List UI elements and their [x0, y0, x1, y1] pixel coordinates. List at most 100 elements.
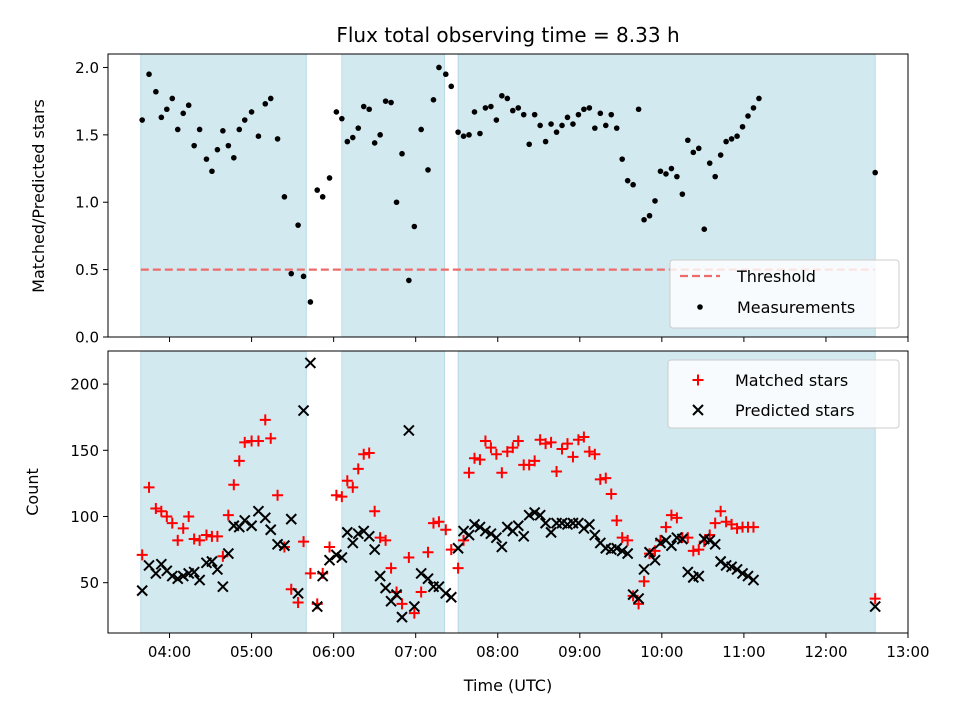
matched-star-point: [265, 432, 277, 444]
matched-star-point: [330, 489, 342, 501]
matched-star-point: [445, 544, 457, 556]
measurement-point: [146, 71, 152, 78]
predicted-star-point: [731, 563, 743, 576]
predicted-star-point: [643, 546, 656, 558]
predicted-star-point: [352, 527, 364, 540]
matched-star-point: [222, 509, 234, 521]
predicted-star-point: [265, 524, 277, 536]
predicted-star-point: [539, 517, 552, 529]
measurement-point: [333, 109, 340, 115]
predicted-star-point: [512, 520, 524, 532]
matched-star-point: [272, 489, 284, 501]
x-tick-label: 12:00: [804, 643, 847, 661]
predicted-star-point: [259, 512, 271, 524]
predicted-star-point: [479, 525, 492, 537]
matched-star-point: [567, 451, 579, 463]
measurement-point: [436, 64, 442, 71]
matched-star-point: [422, 546, 434, 558]
matched-star-point: [605, 488, 617, 500]
matched-star-point: [715, 505, 727, 517]
measurement-point: [515, 105, 522, 111]
matched-star-point: [172, 534, 184, 546]
matched-star-point: [177, 522, 189, 534]
predicted-star-point: [632, 592, 645, 605]
predicted-star-point: [403, 424, 415, 437]
measurement-point: [220, 128, 226, 134]
predicted-star-point: [545, 526, 557, 539]
matched-star-point: [194, 534, 206, 546]
matched-star-point: [633, 598, 645, 610]
predicted-star-point: [518, 530, 530, 543]
matched-star-point: [561, 438, 573, 450]
measurement-point: [685, 137, 691, 144]
predicted-star-point: [379, 582, 392, 594]
bottom-y-axis-label: Count: [23, 468, 42, 516]
legend-threshold-label: Threshold: [736, 267, 816, 286]
matched-star-point: [589, 448, 601, 460]
top-shaded-intervals: [140, 53, 876, 338]
matched-star-point: [556, 443, 568, 455]
measurement-point: [377, 132, 383, 138]
matched-star-point: [292, 597, 304, 609]
measurement-point: [169, 95, 176, 102]
x-tick-label: 08:00: [476, 643, 519, 661]
x-axis-label: Time (UTC): [463, 676, 552, 695]
predicted-star-point: [523, 509, 535, 521]
measurement-point: [174, 126, 181, 133]
matched-star-point: [709, 517, 721, 529]
matched-star-point: [369, 505, 381, 517]
matched-star-point: [545, 436, 557, 448]
matched-star-point: [687, 545, 699, 557]
matched-star-point: [396, 598, 408, 610]
predicted-star-point: [578, 522, 590, 535]
predicted-star-point: [474, 521, 486, 533]
bottom-y-tick-label: 150: [70, 442, 99, 460]
measurement-point: [652, 198, 658, 204]
top-y-tick-label: 2.0: [75, 59, 99, 77]
matched-star-point: [143, 481, 155, 493]
top-x-axis-ticks: [169, 337, 909, 342]
matched-star-point: [374, 532, 386, 544]
measurement-point: [706, 160, 713, 166]
matched-star-point: [150, 503, 162, 515]
predicted-star-point: [869, 600, 881, 613]
measurement-point: [668, 165, 675, 172]
predicted-star-point: [422, 573, 434, 585]
matched-star-point: [403, 552, 415, 564]
measurement-point: [630, 181, 636, 188]
matched-star-point: [161, 510, 173, 522]
bottom-y-tick-label: 50: [80, 574, 99, 592]
matched-star-point: [427, 517, 439, 529]
matched-star-point: [347, 481, 359, 493]
measurement-point: [418, 126, 424, 133]
matched-star-point: [474, 454, 486, 466]
measurement-point: [214, 146, 221, 153]
matched-star-point: [671, 512, 683, 524]
measurement-point: [674, 173, 680, 180]
measurement-point: [872, 169, 878, 176]
measurement-point: [745, 113, 751, 119]
predicted-star-point: [408, 600, 421, 613]
measurement-point: [203, 156, 210, 162]
matched-star-point: [665, 509, 677, 521]
measurement-point: [406, 277, 412, 284]
predicted-star-point: [368, 543, 381, 556]
predicted-star-point: [725, 561, 738, 573]
predicted-star-point: [490, 531, 503, 544]
measurement-point: [196, 126, 203, 133]
matched-star-point: [452, 562, 464, 574]
matched-star-point: [747, 521, 759, 533]
measurement-point: [295, 222, 301, 228]
legend-measurements-label: Measurements: [737, 298, 855, 317]
predicted-star-point: [150, 567, 162, 580]
matched-star-point: [440, 524, 452, 536]
matched-star-point: [336, 491, 348, 503]
measurement-point: [349, 134, 356, 141]
measurement-point: [570, 121, 576, 127]
measurement-point: [531, 111, 538, 118]
predicted-star-point: [709, 538, 721, 551]
predicted-star-point: [211, 563, 224, 576]
x-tick-label: 10:00: [640, 643, 683, 661]
predicted-star-point: [611, 542, 623, 554]
top-y-tick-label: 0.0: [75, 329, 99, 347]
